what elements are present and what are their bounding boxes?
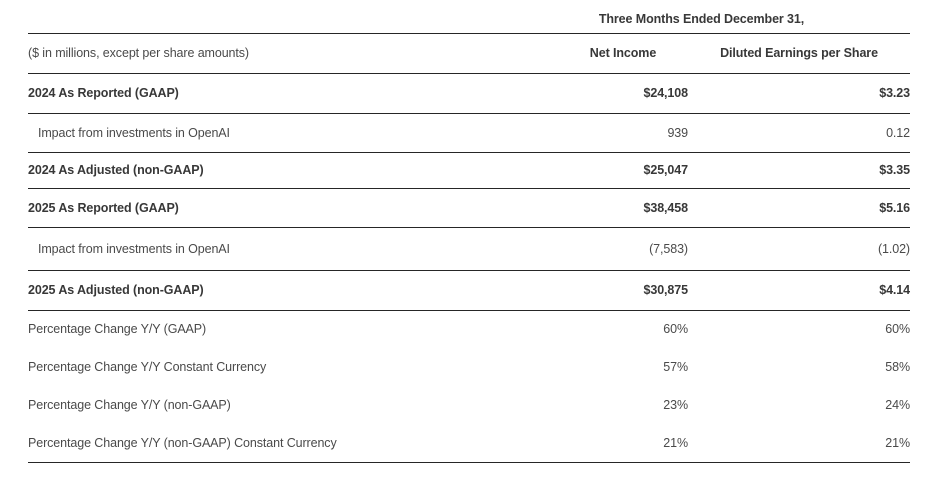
row-label: 2024 As Reported (GAAP) bbox=[28, 73, 558, 114]
net-income-value: $38,458 bbox=[558, 188, 688, 228]
net-income-value: 60% bbox=[663, 322, 688, 337]
eps-value: 0.12 bbox=[688, 113, 910, 153]
table-row-pct-change-non-gaap: Percentage Change Y/Y (non-GAAP) 23% 24% bbox=[28, 386, 910, 424]
row-label: 2025 As Adjusted (non-GAAP) bbox=[28, 270, 558, 311]
net-income-value: 21% bbox=[558, 424, 688, 463]
eps-value: $5.16 bbox=[688, 188, 910, 228]
eps-value: 21% bbox=[688, 424, 910, 463]
eps-value: 60% bbox=[885, 322, 910, 337]
row-label: Percentage Change Y/Y (GAAP) bbox=[28, 322, 207, 337]
row-label: Impact from investments in OpenAI bbox=[28, 113, 558, 153]
eps-value: $3.35 bbox=[688, 152, 910, 189]
period-header: Three Months Ended December 31, bbox=[558, 0, 910, 34]
column-header-row: ($ in millions, except per share amounts… bbox=[28, 33, 910, 74]
row-label: Percentage Change Y/Y (non-GAAP) bbox=[28, 398, 231, 412]
row-label: 2024 As Adjusted (non-GAAP) bbox=[28, 152, 558, 189]
table-row-openai-impact-2024: Impact from investments in OpenAI 939 0.… bbox=[28, 113, 910, 153]
column-header-net-income: Net Income bbox=[558, 33, 688, 74]
row-label: Impact from investments in OpenAI bbox=[28, 227, 558, 271]
table-row-2025-reported: 2025 As Reported (GAAP) $38,458 $5.16 bbox=[28, 188, 910, 228]
eps-value: 58% bbox=[885, 360, 910, 374]
eps-value: $3.23 bbox=[688, 73, 910, 114]
table-row-pct-change-cc: Percentage Change Y/Y Constant Currency … bbox=[28, 348, 910, 386]
period-header-spacer bbox=[28, 0, 558, 34]
table-row-2025-adjusted: 2025 As Adjusted (non-GAAP) $30,875 $4.1… bbox=[28, 270, 910, 311]
net-income-value: $25,047 bbox=[558, 152, 688, 189]
column-header-eps: Diluted Earnings per Share bbox=[688, 33, 910, 74]
eps-value: 24% bbox=[885, 398, 910, 412]
table-row-pct-change-gaap: Percentage Change Y/Y (GAAP) 60% 60% bbox=[28, 310, 910, 348]
net-income-value: (7,583) bbox=[558, 227, 688, 271]
table-row-2024-adjusted: 2024 As Adjusted (non-GAAP) $25,047 $3.3… bbox=[28, 152, 910, 189]
row-label: Percentage Change Y/Y Constant Currency bbox=[28, 360, 267, 374]
net-income-value: 57% bbox=[663, 360, 688, 374]
row-label: 2025 As Reported (GAAP) bbox=[28, 188, 558, 228]
net-income-value: 939 bbox=[558, 113, 688, 153]
gaap-reconciliation-table: Three Months Ended December 31, ($ in mi… bbox=[28, 0, 910, 463]
period-header-row: Three Months Ended December 31, bbox=[28, 0, 910, 34]
table-row-2024-reported: 2024 As Reported (GAAP) $24,108 $3.23 bbox=[28, 73, 910, 114]
row-label: Percentage Change Y/Y (non-GAAP) Constan… bbox=[28, 424, 558, 463]
net-income-value: 23% bbox=[663, 398, 688, 412]
eps-value: $4.14 bbox=[688, 270, 910, 311]
table-row-pct-change-non-gaap-cc: Percentage Change Y/Y (non-GAAP) Constan… bbox=[28, 424, 910, 463]
net-income-value: $30,875 bbox=[558, 270, 688, 311]
units-note: ($ in millions, except per share amounts… bbox=[28, 33, 558, 74]
net-income-value: $24,108 bbox=[558, 73, 688, 114]
table-row-openai-impact-2025: Impact from investments in OpenAI (7,583… bbox=[28, 227, 910, 271]
eps-value: (1.02) bbox=[688, 227, 910, 271]
